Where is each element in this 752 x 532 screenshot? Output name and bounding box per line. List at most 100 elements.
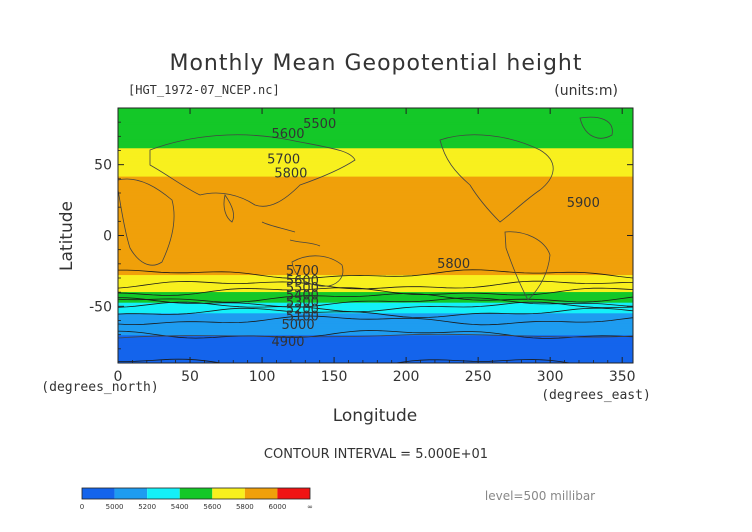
band-cell xyxy=(118,124,633,126)
x-axis: 0 50 100 150 200 250 300 350 xyxy=(114,108,636,385)
band-cell xyxy=(118,280,633,282)
y-axis: -50 0 50 xyxy=(89,121,633,350)
band-cell xyxy=(118,317,633,319)
band-cell xyxy=(118,118,633,120)
band-cell xyxy=(118,346,633,348)
band-cell xyxy=(118,236,633,238)
band-cell xyxy=(118,149,633,152)
band-cell xyxy=(118,125,633,128)
band-cell xyxy=(118,227,633,230)
band-cell xyxy=(118,150,633,152)
contour-label: 5700 xyxy=(267,152,300,167)
band-cell xyxy=(118,114,633,116)
band-cell xyxy=(118,207,633,209)
band-cell xyxy=(118,312,633,314)
band-cell xyxy=(118,133,633,135)
band-cell xyxy=(118,314,633,317)
colorbar-swatch xyxy=(277,488,310,499)
band-cell xyxy=(118,239,633,242)
band-cell xyxy=(118,337,633,339)
band-cell xyxy=(118,248,633,251)
band-cell xyxy=(118,183,633,185)
band-cell xyxy=(118,271,633,273)
contour-line xyxy=(118,293,633,303)
band-cell xyxy=(118,253,633,256)
band-cell xyxy=(118,268,633,271)
band-cell xyxy=(118,353,633,355)
band-cell xyxy=(118,316,633,318)
band-cell xyxy=(118,144,633,146)
band-cell xyxy=(118,119,633,121)
band-cell xyxy=(118,290,633,292)
band-cell xyxy=(118,342,633,344)
x-tick-label: 200 xyxy=(393,369,420,385)
band-cell xyxy=(118,273,633,275)
band-cell xyxy=(118,165,633,167)
band-cell xyxy=(118,283,633,285)
band-cell xyxy=(118,108,633,110)
band-cell xyxy=(118,187,633,189)
colorbar-label: 6000 xyxy=(269,503,287,511)
band-cell xyxy=(118,188,633,191)
band-cell xyxy=(118,272,633,274)
band-cell xyxy=(118,113,633,115)
units-label: (units:m) xyxy=(554,83,618,99)
band-cell xyxy=(118,209,633,211)
band-cell xyxy=(118,244,633,247)
band-cell xyxy=(118,219,633,222)
band-cell xyxy=(118,188,633,190)
band-cell xyxy=(118,224,633,226)
colorbar-label: 5200 xyxy=(138,503,156,511)
band-cell xyxy=(118,117,633,120)
band-cell xyxy=(118,216,633,218)
band-cell xyxy=(118,180,633,183)
band-cell xyxy=(118,197,633,200)
coastlines xyxy=(118,116,633,339)
y-axis-title: Latitude xyxy=(57,201,77,271)
band-cell xyxy=(118,311,633,313)
contour-lines xyxy=(118,269,633,363)
band-cell xyxy=(118,198,633,200)
contour-label: 5200 xyxy=(286,302,319,317)
band-cell xyxy=(118,194,633,196)
band-cell xyxy=(118,313,633,315)
source-file-label: [HGT_1972-07_NCEP.nc] xyxy=(128,83,280,97)
band-cell xyxy=(118,203,633,205)
band-cell xyxy=(118,171,633,173)
contour-label: 5600 xyxy=(286,274,319,289)
band-cell xyxy=(118,270,633,273)
band-cell xyxy=(118,205,633,208)
contour-line xyxy=(118,330,633,339)
contour-label: 4900 xyxy=(271,335,304,350)
band-cell xyxy=(118,279,633,281)
band-cell xyxy=(118,143,633,145)
band-cell xyxy=(118,155,633,157)
x-tick-label: 50 xyxy=(181,369,199,385)
band-cell xyxy=(118,193,633,196)
band-cell xyxy=(118,184,633,186)
band-cell xyxy=(118,138,633,140)
band-cell xyxy=(118,231,633,234)
band-cell xyxy=(118,333,633,335)
band-cell xyxy=(118,328,633,330)
band-cell xyxy=(118,261,633,264)
band-cell xyxy=(118,325,633,327)
band-cell xyxy=(118,340,633,342)
band-cell xyxy=(118,211,633,213)
band-cell xyxy=(118,222,633,224)
band-cell xyxy=(118,358,633,361)
band-cell xyxy=(118,142,633,145)
band-cell xyxy=(118,172,633,174)
band-cell xyxy=(118,156,633,158)
band-cell xyxy=(118,229,633,232)
band-cell xyxy=(118,256,633,258)
band-cell xyxy=(118,220,633,222)
band-cell xyxy=(118,285,633,288)
colorbar: 0 5000 5200 5400 5600 5800 6000 ∞ xyxy=(80,487,313,511)
band-cell xyxy=(118,109,633,111)
band-cell xyxy=(118,319,633,322)
band-cell xyxy=(118,351,633,353)
y-unit-note: (degrees_north) xyxy=(41,380,158,395)
band-cell xyxy=(118,345,633,347)
